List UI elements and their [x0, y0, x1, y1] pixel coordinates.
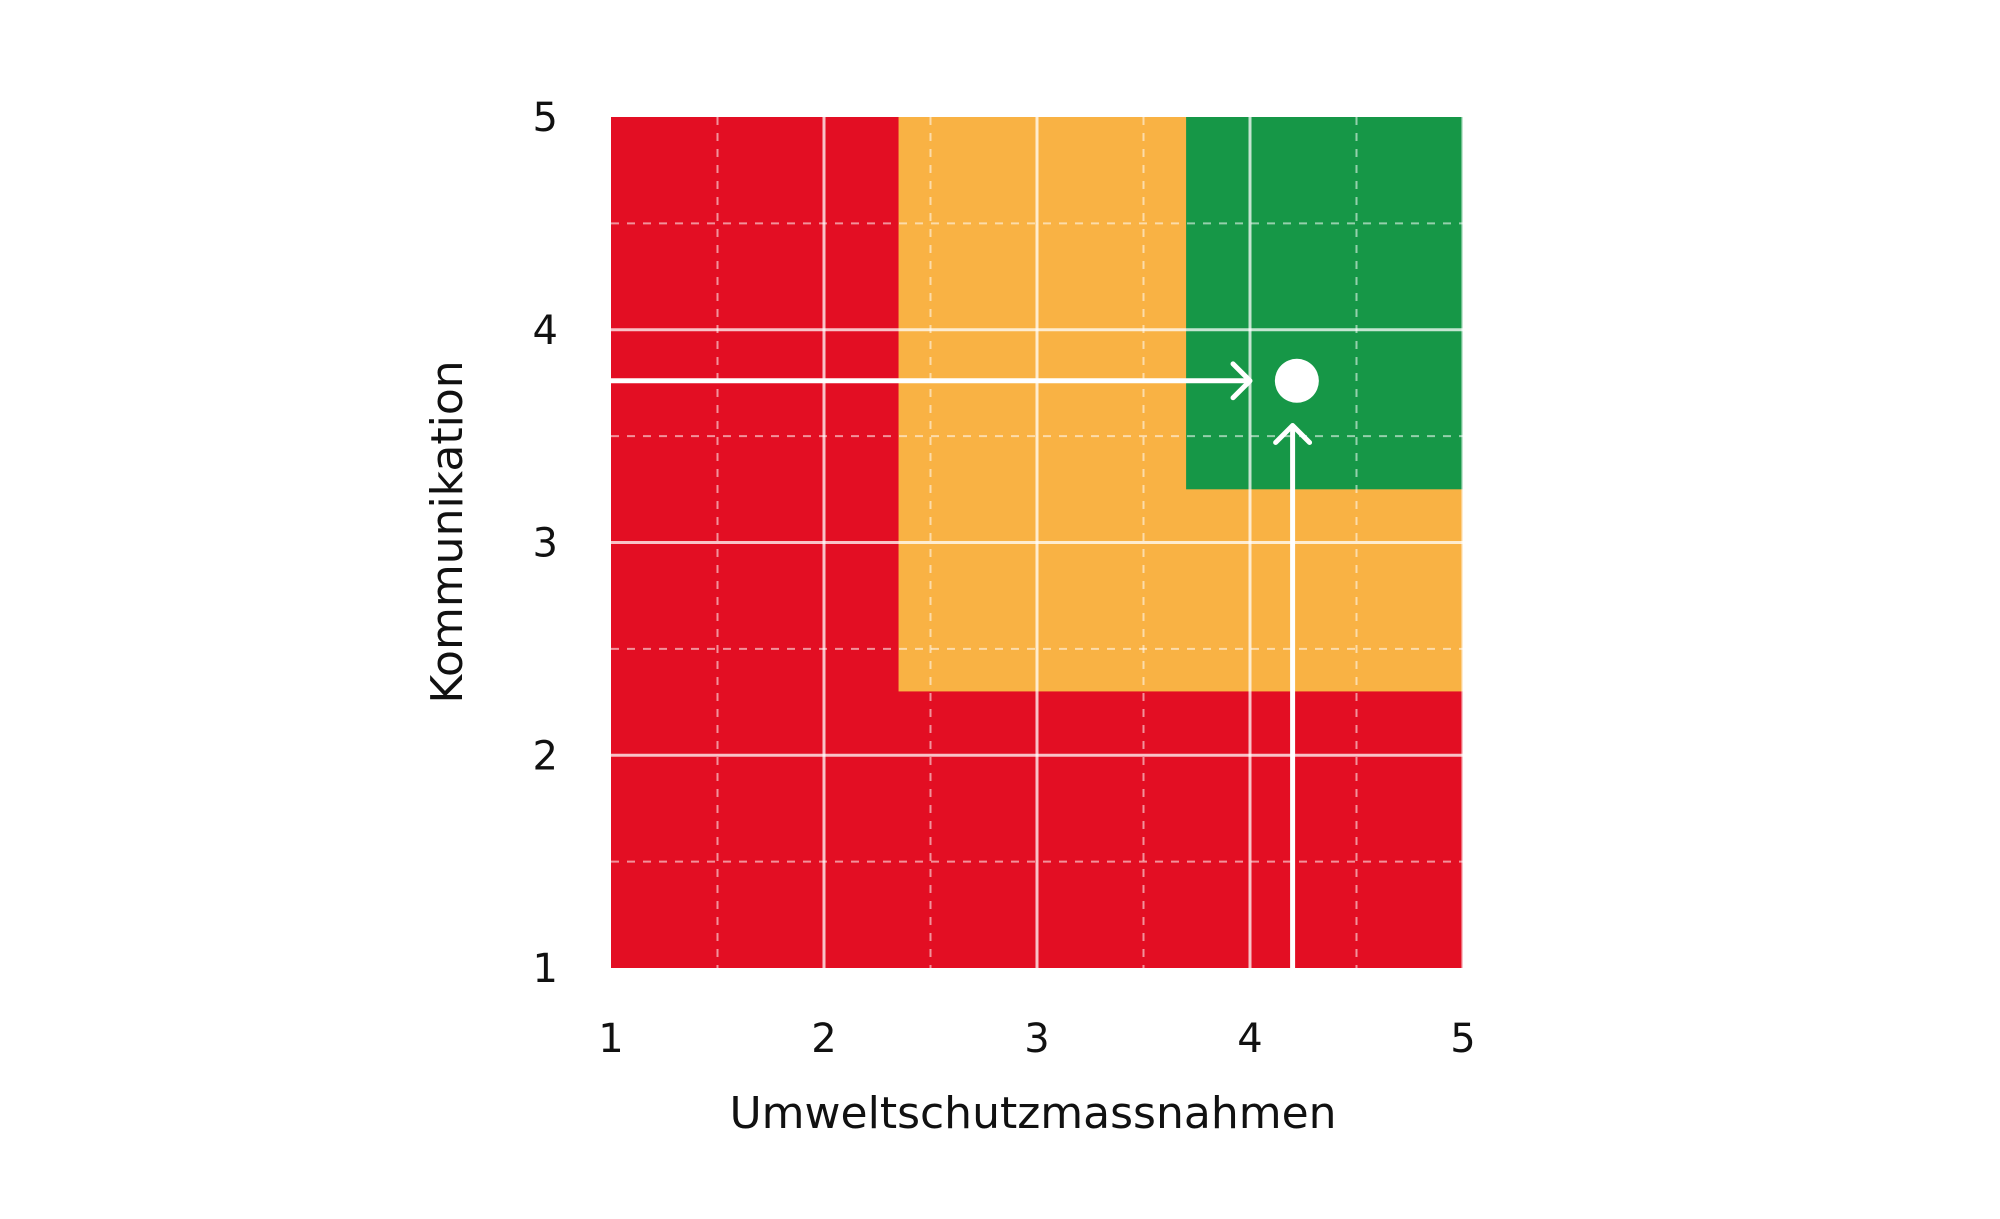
x-axis-label: Umweltschutzmassnahmen [729, 1088, 1336, 1139]
x-tick-label: 3 [1024, 1016, 1049, 1062]
grid-layer [611, 117, 1465, 968]
y-axis-label: Kommunikation [422, 360, 473, 703]
x-tick-label: 1 [598, 1016, 623, 1062]
arrow-layer [611, 361, 1313, 968]
x-tick-label: 4 [1237, 1016, 1262, 1062]
x-tick-label: 5 [1450, 1016, 1475, 1062]
y-tick-labels: 1 2 3 4 5 [533, 95, 558, 992]
data-point [1274, 358, 1319, 403]
y-tick-label: 1 [533, 946, 558, 992]
y-tick-label: 4 [533, 308, 558, 354]
x-tick-labels: 1 2 3 4 5 [598, 1016, 1475, 1062]
zone-green [1186, 117, 1463, 490]
y-tick-label: 3 [533, 521, 558, 567]
point-layer [1274, 358, 1319, 403]
arrow-head-2 [1273, 422, 1313, 445]
y-tick-label: 2 [533, 733, 558, 779]
y-tick-label: 5 [533, 95, 558, 141]
arrow-head-1 [1230, 361, 1253, 401]
x-tick-label: 2 [811, 1016, 836, 1062]
